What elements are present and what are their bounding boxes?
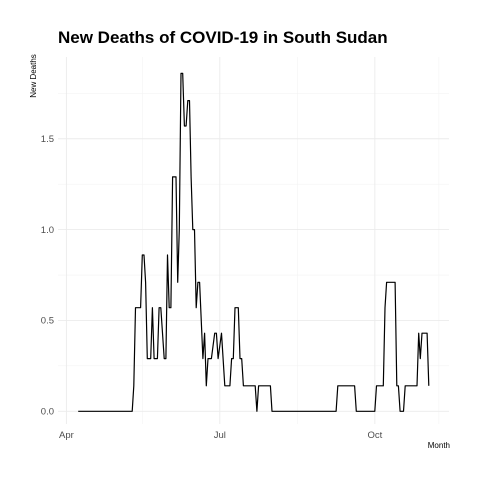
chart-title: New Deaths of COVID-19 in South Sudan	[58, 28, 388, 47]
y-tick-label: 1.0	[41, 225, 54, 236]
series-line	[78, 72, 430, 412]
grid-layer	[58, 57, 449, 424]
y-tick-label: 0.5	[41, 316, 54, 327]
tick-labels: 0.0 0.5 1.0 1.5 Apr Jul Oct	[41, 134, 383, 441]
x-axis-label: Month	[428, 441, 450, 450]
series-layer	[78, 72, 430, 412]
x-tick-label: Apr	[59, 430, 74, 441]
y-tick-label: 0.0	[41, 407, 54, 418]
y-axis-label: New Deaths	[29, 54, 38, 98]
y-tick-label: 1.5	[41, 134, 54, 145]
x-tick-label: Jul	[214, 430, 226, 441]
x-tick-label: Oct	[367, 430, 382, 441]
